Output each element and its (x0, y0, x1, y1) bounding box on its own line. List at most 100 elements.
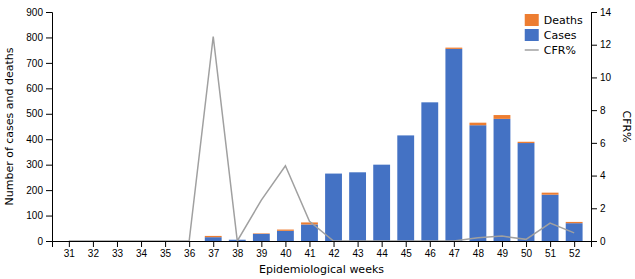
bar (445, 48, 462, 49)
tick-mark (46, 114, 52, 115)
tick-mark (165, 241, 166, 247)
tick: 6 (591, 138, 606, 149)
tick-mark (591, 241, 597, 242)
tick: 44 (377, 241, 389, 259)
tick-label: 900 (26, 7, 43, 18)
axis-line (53, 242, 592, 248)
tick-label: 34 (136, 248, 148, 259)
tick: 37 (208, 241, 220, 259)
legend-swatch (525, 29, 539, 41)
legend: Deaths Cases CFR% (525, 14, 583, 57)
tick: 45 (401, 241, 413, 259)
tick-label: 100 (26, 210, 43, 221)
legend-label: Deaths (544, 14, 583, 27)
tick-mark (46, 12, 52, 13)
bar (469, 125, 486, 241)
tick-label: 700 (26, 58, 43, 69)
tick: 31 (64, 241, 76, 259)
tick-label: 42 (328, 248, 340, 259)
tick-label: 6 (600, 138, 606, 149)
tick-label: 36 (184, 248, 196, 259)
bar (445, 49, 462, 241)
tick-mark (117, 241, 118, 247)
tick-mark (285, 241, 286, 247)
tick-label: 45 (401, 248, 413, 259)
bar (494, 115, 511, 119)
bar (494, 119, 511, 241)
tick-mark (69, 241, 70, 247)
bar (421, 102, 438, 103)
legend-item: Cases (525, 29, 577, 42)
tick-mark (93, 241, 94, 247)
tick-mark (46, 37, 52, 38)
tick-mark (46, 216, 52, 217)
bar (469, 123, 486, 126)
tick-mark (358, 241, 359, 247)
tick: 4 (591, 170, 606, 181)
bar (301, 222, 318, 224)
tick: 33 (112, 241, 124, 259)
tick-label: 49 (497, 248, 509, 259)
tick-label: 46 (425, 248, 437, 259)
bar (373, 165, 390, 241)
tick-mark (46, 88, 52, 89)
tick: 14 (591, 7, 612, 18)
tick: 600 (26, 83, 52, 94)
bar (397, 135, 414, 136)
tick-label: 32 (88, 248, 100, 259)
bar (518, 142, 535, 143)
tick-mark (261, 241, 262, 247)
bar (421, 102, 438, 241)
bar (253, 233, 270, 235)
tick: 40 (280, 241, 292, 259)
tick-mark (591, 110, 597, 111)
legend-label: Cases (544, 29, 577, 42)
axis-line (46, 13, 53, 242)
tick-label: 300 (26, 159, 43, 170)
bar (373, 164, 390, 165)
tick-label: 200 (26, 185, 43, 196)
y2-axis: 02468101214 (591, 7, 612, 247)
bar (277, 231, 294, 241)
tick-mark (454, 241, 455, 247)
tick-mark (237, 241, 238, 247)
tick-mark (213, 241, 214, 247)
tick: 100 (26, 210, 52, 221)
tick: 12 (591, 39, 612, 50)
tick-label: 4 (600, 170, 606, 181)
bar-series (205, 49, 583, 241)
tick-mark (334, 241, 335, 247)
tick-mark (591, 143, 597, 144)
tick-label: 40 (280, 248, 292, 259)
tick-mark (550, 241, 551, 247)
tick: 46 (425, 241, 437, 259)
tick-mark (430, 241, 431, 247)
tick-mark (141, 241, 142, 247)
tick-label: 50 (521, 248, 533, 259)
tick: 48 (473, 241, 485, 259)
tick-mark (46, 139, 52, 140)
chart: 3132333435363738394041424344454647484950… (0, 0, 635, 279)
bar (542, 193, 559, 195)
tick-label: 39 (256, 248, 268, 259)
tick-label: 12 (600, 39, 612, 50)
tick-label: 33 (112, 248, 124, 259)
legend-label: CFR% (544, 44, 576, 57)
tick: 49 (497, 241, 509, 259)
bar (349, 172, 366, 241)
tick-label: 38 (232, 248, 244, 259)
tick-label: 35 (160, 248, 172, 259)
legend-swatch (525, 49, 539, 51)
tick-label: 43 (353, 248, 365, 259)
tick: 36 (184, 241, 196, 259)
tick: 0 (37, 236, 52, 247)
tick-label: 47 (449, 248, 461, 259)
tick-mark (591, 176, 597, 177)
legend-item: CFR% (525, 44, 576, 57)
bar (349, 172, 366, 173)
tick-label: 500 (26, 108, 43, 119)
x-axis-title: Epidemiological weeks (259, 263, 384, 276)
bar (397, 135, 414, 241)
tick: 500 (26, 108, 52, 119)
tick: 43 (353, 241, 365, 259)
